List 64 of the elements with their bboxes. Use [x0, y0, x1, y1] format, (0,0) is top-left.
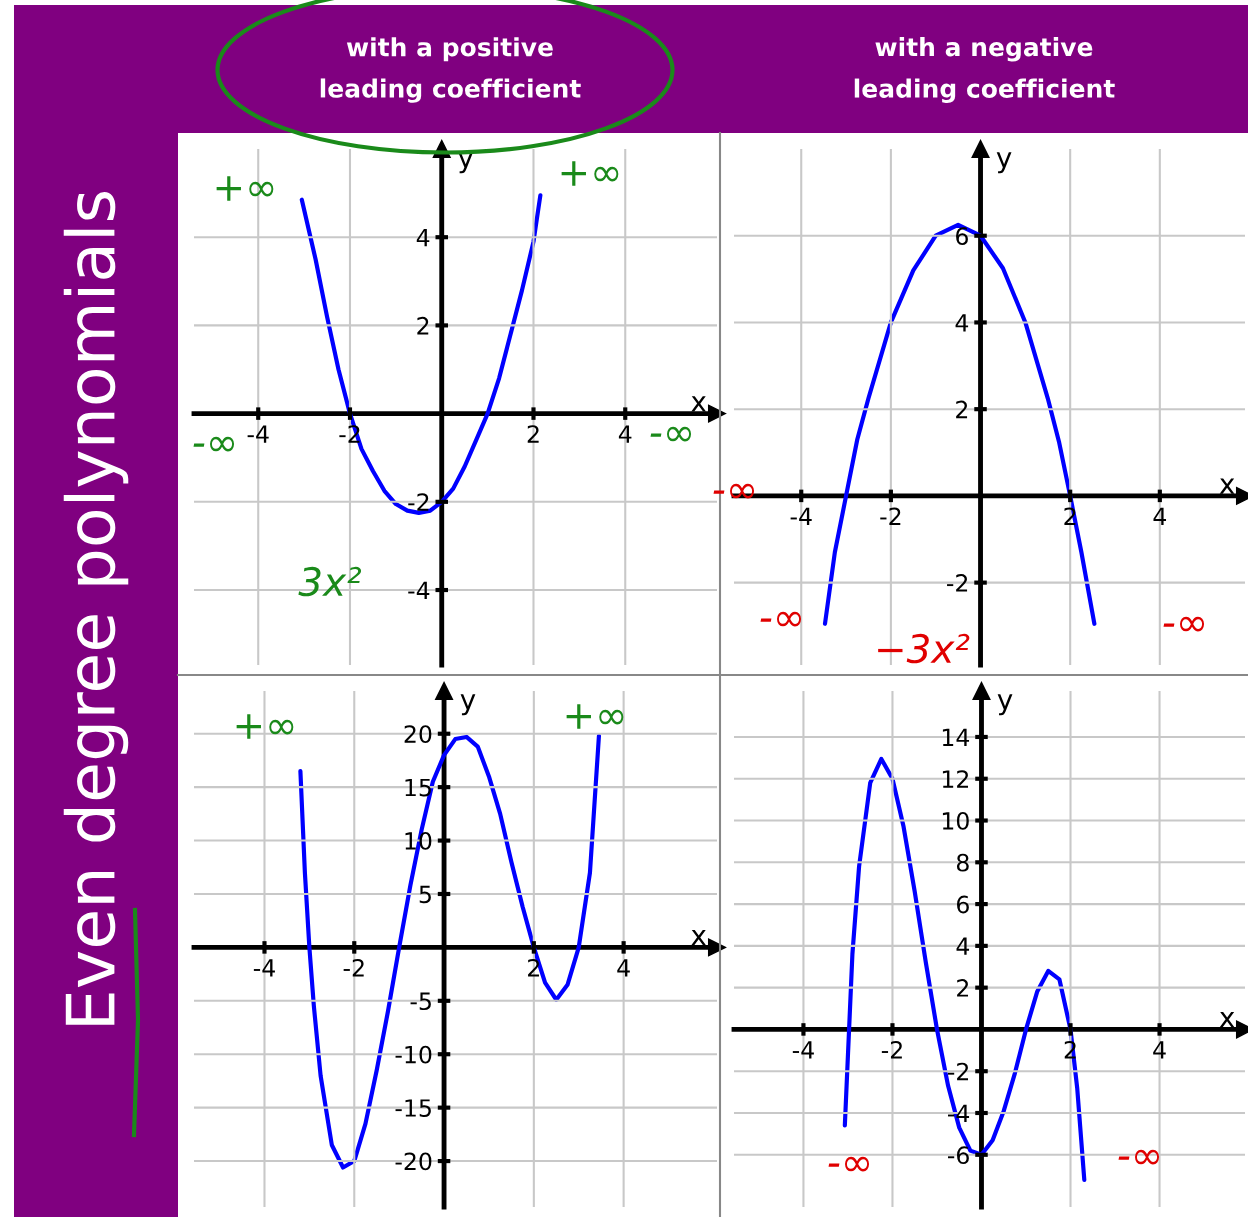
- y-tick-label: -20: [395, 1152, 432, 1171]
- y-tick-label: 6: [956, 227, 968, 246]
- x-axis-title: x: [1219, 1012, 1235, 1028]
- annotation: -∞: [193, 436, 235, 452]
- x-axis-title: x: [1219, 478, 1235, 494]
- x-tick-label: -4: [790, 507, 812, 525]
- x-tick-label: -4: [253, 959, 275, 977]
- x-tick-label: 2: [527, 425, 539, 443]
- y-tick-label: 6: [957, 895, 969, 914]
- annotation: 3x²: [298, 566, 362, 597]
- annotation: +∞: [561, 161, 619, 186]
- x-tick-label: 4: [1153, 507, 1167, 525]
- y-tick-label: 4: [955, 314, 969, 332]
- y-tick-label: -6: [947, 1146, 969, 1165]
- y-tick-label: -15: [395, 1099, 431, 1117]
- y-tick-label: -10: [395, 1045, 432, 1064]
- x-axis-title: x: [691, 930, 706, 946]
- y-tick-label: 10: [405, 832, 432, 850]
- annotation: -∞: [650, 426, 692, 442]
- y-tick-label: 15: [405, 778, 431, 797]
- x-tick-label: 4: [1153, 1041, 1166, 1059]
- chart-title: with a positive leading coefficient: [320, 37, 581, 103]
- y-axis-title: y: [460, 694, 476, 716]
- y-tick-label: 10: [942, 811, 969, 830]
- y-tick-label: 4: [416, 228, 430, 247]
- x-tick-label: -2: [343, 958, 364, 977]
- y-tick-label: -2: [947, 1062, 969, 1081]
- annotation: -∞: [760, 611, 802, 627]
- annotation: −3x²: [878, 633, 970, 664]
- y-tick-label: -2: [947, 574, 968, 592]
- annotation: -∞: [828, 1156, 870, 1172]
- x-tick-label: 4: [617, 959, 630, 977]
- annotation: +∞: [566, 704, 624, 729]
- y-tick-label: -4: [408, 581, 430, 599]
- annotation: -∞: [1163, 616, 1205, 632]
- x-tick-label: -2: [881, 1040, 902, 1059]
- y-axis-title: y: [996, 152, 1012, 174]
- y-tick-label: 2: [956, 400, 968, 419]
- annotation: -∞: [713, 483, 755, 499]
- y-tick-label: -4: [947, 1104, 970, 1122]
- annotation: +∞: [216, 176, 274, 201]
- x-tick-label: -2: [880, 507, 901, 525]
- y-tick-label: 14: [942, 728, 970, 746]
- y-tick-label: 5: [419, 885, 431, 904]
- y-tick-label: 4: [956, 937, 970, 955]
- y-axis-title: y: [997, 694, 1013, 716]
- x-tick-label: 4: [618, 425, 632, 443]
- chart-title: with a negative leading coefficient: [854, 37, 1115, 103]
- text: Even degree polynomials: [63, 192, 129, 1025]
- y-tick-label: 12: [942, 770, 969, 788]
- x-axis-title: x: [691, 396, 706, 412]
- x-tick-label: -4: [247, 425, 269, 443]
- y-tick-label: -5: [410, 992, 431, 1011]
- y-tick-label: 20: [404, 725, 432, 744]
- y-tick-label: 2: [417, 316, 429, 335]
- x-tick-label: 2: [528, 958, 539, 977]
- line-series: [822, 222, 1097, 626]
- line-series: [299, 193, 543, 515]
- y-tick-label: -2: [408, 493, 429, 511]
- annotation: -∞: [1118, 1149, 1160, 1165]
- y-tick-label: 8: [956, 853, 969, 872]
- y-tick-label: 2: [957, 979, 969, 997]
- annotation: +∞: [236, 714, 294, 739]
- x-tick-label: -4: [792, 1041, 814, 1059]
